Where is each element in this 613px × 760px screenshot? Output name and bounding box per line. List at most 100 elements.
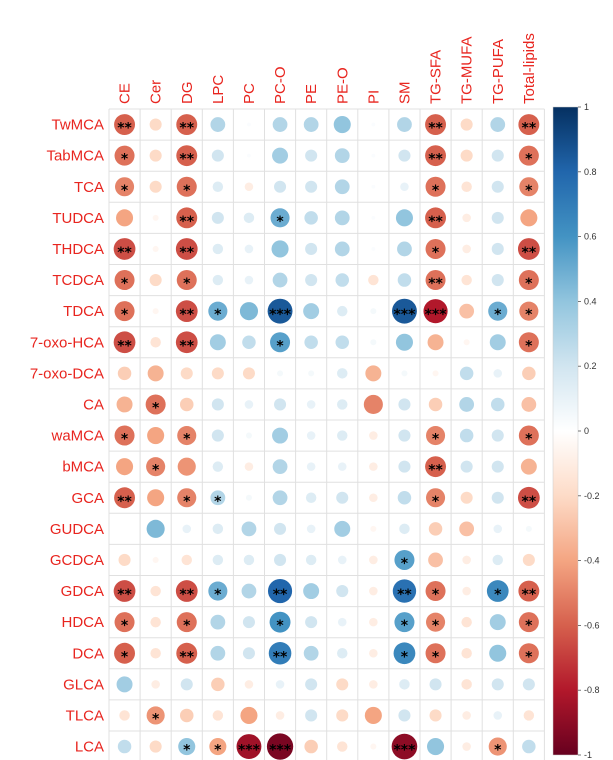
significance-DCA-TG-SFA: * xyxy=(432,649,440,665)
cell-HDCA-TG-SFA xyxy=(426,612,446,632)
row-label-GUDCA: GUDCA xyxy=(50,521,104,538)
cell-CA-PE-O xyxy=(337,399,348,410)
row-label-TwMCA: TwMCA xyxy=(52,117,105,134)
cell-TCA-PE xyxy=(305,180,318,193)
cell-GLCA-TG-PUFA xyxy=(491,678,504,691)
cell-GLCA-DG xyxy=(180,678,193,691)
cell-TCA-LPC xyxy=(212,181,224,192)
significance-LCA-LPC: * xyxy=(214,743,222,759)
colorbar-tick-label: -0.2 xyxy=(584,491,600,501)
cell-TabMCA-TG-MUFA xyxy=(460,149,473,162)
significance-CA-Cer: * xyxy=(152,400,160,416)
cell-TabMCA-PC xyxy=(247,153,251,158)
cell-TUDCA-TG-SFA xyxy=(425,207,447,229)
cell-GLCA-Total-lipids xyxy=(522,678,535,691)
cell-GCDCA-PE-O xyxy=(337,555,347,565)
significance-LCA-SM: *** xyxy=(393,743,416,759)
cell-THDCA-PI xyxy=(371,247,376,251)
col-label-DG: DG xyxy=(179,82,196,105)
significance-HDCA-CE: * xyxy=(121,618,129,634)
cell-TCA-SM xyxy=(400,182,409,192)
cell-waMCA-PE xyxy=(306,431,316,440)
cell-bMCA-PE-O xyxy=(337,462,347,471)
significance-TDCA-TG-SFA: *** xyxy=(425,307,448,323)
cell-GDCA-TG-SFA xyxy=(425,581,446,602)
cell-TwMCA-LPC xyxy=(210,117,226,132)
cell-GCA-PE-O xyxy=(336,491,349,504)
row-label-TabMCA: TabMCA xyxy=(46,148,104,165)
cell-TCA-TG-SFA xyxy=(425,176,446,197)
cell-DCA-DG xyxy=(176,642,198,664)
row-label-TUDCA: TUDCA xyxy=(52,210,104,227)
col-label-PC: PC xyxy=(241,83,258,104)
cell-TLCA-SM xyxy=(398,709,411,722)
significance-HDCA-TG-SFA: * xyxy=(432,618,440,634)
cell-GUDCA-CE xyxy=(123,527,126,531)
cell-GLCA-LPC xyxy=(211,677,225,692)
significance-TUDCA-TG-SFA: ** xyxy=(428,214,443,230)
cell-TDCA-DG xyxy=(175,300,198,323)
col-label-LPC: LPC xyxy=(210,75,227,104)
significance-TCDCA-CE: * xyxy=(121,276,129,292)
cell-TwMCA-Total-lipids xyxy=(518,114,540,136)
cell-GLCA-CE xyxy=(116,676,133,693)
cell-GCA-PI xyxy=(369,493,378,503)
cell-GCA-DG xyxy=(177,488,197,508)
significance-LCA-PC-O: *** xyxy=(269,743,292,759)
cell-HDCA-DG xyxy=(176,612,197,633)
col-label-PE: PE xyxy=(303,84,320,104)
significance-waMCA-TG-SFA: * xyxy=(432,432,440,448)
cell-7-oxo-HCA-PE-O xyxy=(335,335,349,349)
cell-GDCA-PI xyxy=(369,586,378,596)
row-label-7-oxo-DCA: 7-oxo-DCA xyxy=(30,365,104,382)
cell-TabMCA-PC-O xyxy=(272,147,289,164)
cell-DCA-CE xyxy=(114,642,136,664)
cell-TUDCA-PE-O xyxy=(334,210,350,226)
cell-bMCA-Cer xyxy=(146,457,166,477)
cell-GCDCA-SM xyxy=(394,549,415,570)
cell-TCDCA-CE xyxy=(114,270,135,291)
cell-TCDCA-PE xyxy=(305,274,318,287)
cell-TDCA-PC-O xyxy=(267,298,293,324)
cell-7-oxo-DCA-LPC xyxy=(211,367,224,380)
cell-GCA-TG-PUFA xyxy=(491,491,504,504)
cell-GCA-SM xyxy=(397,491,412,505)
col-label-PI: PI xyxy=(365,90,382,104)
cell-THDCA-PC xyxy=(244,244,254,254)
cell-CA-LPC xyxy=(211,398,224,411)
cell-7-oxo-DCA-DG xyxy=(180,367,193,380)
cell-HDCA-SM xyxy=(394,612,415,633)
cell-TDCA-TG-PUFA xyxy=(488,301,508,321)
cell-THDCA-TG-SFA xyxy=(425,238,446,259)
colorbar-tick-label: 0 xyxy=(584,426,589,436)
significance-LCA-TG-PUFA: * xyxy=(494,743,502,759)
cell-HDCA-PI xyxy=(369,617,378,627)
cell-CA-PC xyxy=(244,400,254,409)
significance-TLCA-Cer: * xyxy=(152,711,160,727)
cell-7-oxo-DCA-Total-lipids xyxy=(522,366,536,381)
significance-GDCA-CE: ** xyxy=(117,587,132,603)
significance-7-oxo-HCA-DG: ** xyxy=(179,338,194,354)
cell-TabMCA-TG-PUFA xyxy=(491,149,504,162)
colorbar-tick-label: 1 xyxy=(584,102,589,112)
significance-stars: ** ** ** *** ** ** ** * * *** * **** ** * *** * ** ** ** * *… xyxy=(117,121,537,759)
significance-TwMCA-Total-lipids: ** xyxy=(522,121,537,137)
cell-TwMCA-PC xyxy=(247,122,251,127)
significance-GDCA-Total-lipids: ** xyxy=(522,587,537,603)
cell-GCA-TG-MUFA xyxy=(460,491,473,504)
cell-GLCA-SM xyxy=(399,679,410,690)
cell-waMCA-TG-PUFA xyxy=(491,429,504,442)
cell-GCA-PC xyxy=(245,494,252,501)
cell-TCDCA-TG-SFA xyxy=(425,270,446,291)
cell-7-oxo-HCA-TG-MUFA xyxy=(463,339,470,346)
cell-TCA-TG-PUFA xyxy=(491,180,504,193)
cell-TUDCA-TG-MUFA xyxy=(462,213,471,223)
cell-GDCA-Cer xyxy=(150,585,161,597)
col-label-Total-lipids: Total-lipids xyxy=(521,33,538,104)
cell-TUDCA-PC-O xyxy=(270,208,290,228)
cell-7-oxo-DCA-PI xyxy=(365,365,382,382)
row-label-GDCA: GDCA xyxy=(61,583,104,600)
col-label-CE: CE xyxy=(117,83,134,104)
cell-7-oxo-HCA-Cer xyxy=(150,337,161,348)
significance-DCA-Total-lipids: * xyxy=(525,649,533,665)
